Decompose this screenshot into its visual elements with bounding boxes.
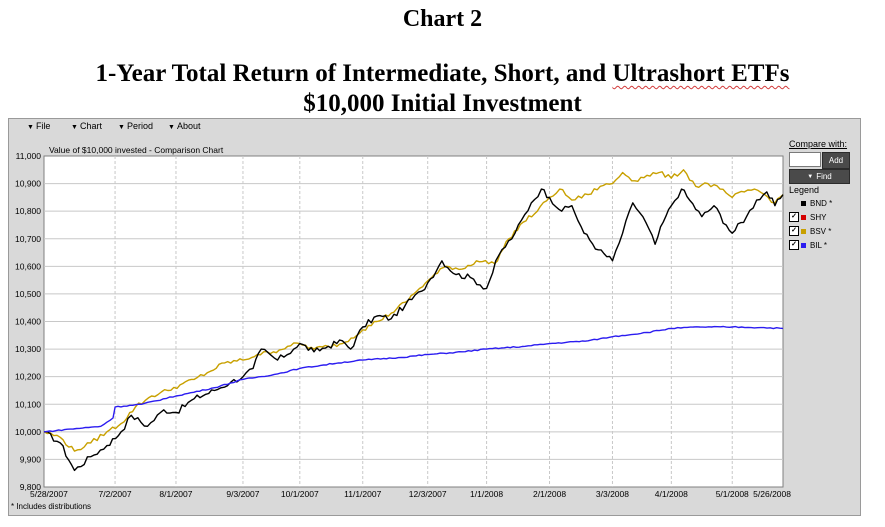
- x-tick-label: 2/1/2008: [533, 489, 566, 499]
- y-tick-label: 10,200: [15, 372, 41, 382]
- legend-swatch-bnd: [801, 200, 806, 206]
- x-tick-label: 4/1/2008: [655, 489, 688, 499]
- legend-item-shy[interactable]: ✓ SHY: [789, 211, 826, 223]
- y-axis-ticks: 9,800 9,900 10,000 10,100 10,200 10,300 10,400…: [15, 151, 41, 492]
- title-line-1-flagged-text: Ultrashort ETFs: [612, 60, 790, 87]
- legend-item-bil[interactable]: ✓ BIL *: [789, 239, 827, 251]
- legend-swatch-shy: [801, 214, 806, 220]
- y-tick-label: 10,600: [15, 261, 41, 271]
- series-lines: [43, 169, 784, 472]
- x-tick-label: 8/1/2007: [159, 489, 192, 499]
- y-tick-label: 10,100: [15, 399, 41, 409]
- x-tick-label: 9/3/2007: [226, 489, 259, 499]
- dropdown-triangle-icon: ▼: [807, 173, 814, 180]
- series-line-bnd: [43, 188, 784, 472]
- chart-header: Value of $10,000 invested - Comparison C…: [49, 145, 224, 155]
- comparison-chart: 9,800 9,900 10,000 10,100 10,200 10,300 10,400…: [15, 145, 791, 499]
- y-tick-label: 10,300: [15, 344, 41, 354]
- x-tick-label: 5/26/2008: [753, 489, 791, 499]
- y-tick-label: 10,700: [15, 234, 41, 244]
- y-tick-label: 10,800: [15, 206, 41, 216]
- y-tick-label: 10,000: [15, 427, 41, 437]
- x-axis-ticks: 5/28/2007 7/2/2007 8/1/2007 9/3/2007 10/1/20…: [30, 489, 791, 499]
- x-tick-label: 5/1/2008: [716, 489, 749, 499]
- legend-label: Legend: [789, 185, 820, 195]
- title-line-1-text: 1-Year Total Return of Intermediate, Sho…: [95, 60, 613, 87]
- menu-about[interactable]: ▼ About: [168, 121, 201, 131]
- legend-label-shy: SHY: [810, 212, 827, 222]
- y-tick-label: 9,900: [20, 454, 42, 464]
- legend-label-bnd: BND *: [810, 198, 833, 208]
- x-tick-label: 12/3/2007: [409, 489, 447, 499]
- legend-label-bil: BIL *: [810, 240, 828, 250]
- legend-swatch-bil: [801, 242, 806, 248]
- legend-item-bsv[interactable]: ✓ BSV *: [789, 225, 831, 237]
- dropdown-triangle-icon: ▼: [71, 124, 78, 131]
- y-tick-label: 11,000: [16, 151, 42, 161]
- menu-file[interactable]: ▼ File: [27, 121, 51, 131]
- legend-checkbox-bsv[interactable]: ✓: [789, 226, 799, 236]
- chart-title-line-2: $10,000 Initial Investment: [303, 90, 582, 117]
- y-tick-label: 10,400: [15, 317, 41, 327]
- legend-checkbox-shy[interactable]: ✓: [789, 212, 799, 222]
- dropdown-triangle-icon: ▼: [118, 124, 125, 131]
- menu-chart[interactable]: ▼ Chart: [71, 121, 102, 131]
- x-tick-label: 1/1/2008: [470, 489, 503, 499]
- x-tick-label: 11/1/2007: [344, 489, 381, 499]
- y-tick-label: 10,900: [15, 179, 41, 189]
- legend-item-bnd[interactable]: BND *: [789, 197, 832, 209]
- compare-with-label: Compare with:: [789, 139, 848, 149]
- x-tick-label: 3/3/2008: [596, 489, 629, 499]
- dropdown-triangle-icon: ▼: [27, 124, 34, 131]
- chart-title-line-1: 1-Year Total Return of Intermediate, Sho…: [0, 60, 885, 88]
- add-button[interactable]: Add: [822, 152, 850, 169]
- chart-application-window: ▼ File ▼ Chart ▼ Period ▼ About 9,800 9,900 10…: [8, 118, 861, 516]
- find-button[interactable]: ▼ Find: [789, 169, 850, 184]
- legend-checkbox-bnd[interactable]: [789, 198, 799, 208]
- x-tick-label: 7/2/2007: [99, 489, 132, 499]
- footnote: * Includes distributions: [11, 502, 92, 511]
- compare-symbol-input[interactable]: [789, 152, 821, 167]
- x-tick-label: 5/28/2007: [30, 489, 68, 499]
- menu-bar: ▼ File ▼ Chart ▼ Period ▼ About: [9, 119, 860, 134]
- y-tick-label: 10,500: [15, 289, 41, 299]
- chart-number-heading: Chart 2: [402, 6, 483, 32]
- legend-checkbox-bil[interactable]: ✓: [789, 240, 799, 250]
- legend-swatch-bsv: [801, 228, 806, 234]
- dropdown-triangle-icon: ▼: [168, 124, 175, 131]
- x-tick-label: 10/1/2007: [281, 489, 319, 499]
- legend-label-bsv: BSV *: [810, 226, 832, 236]
- series-line-bil: [43, 325, 784, 433]
- series-line-bsv: [43, 169, 784, 452]
- y-tick-label: 9,800: [20, 482, 42, 492]
- menu-period[interactable]: ▼ Period: [118, 121, 153, 131]
